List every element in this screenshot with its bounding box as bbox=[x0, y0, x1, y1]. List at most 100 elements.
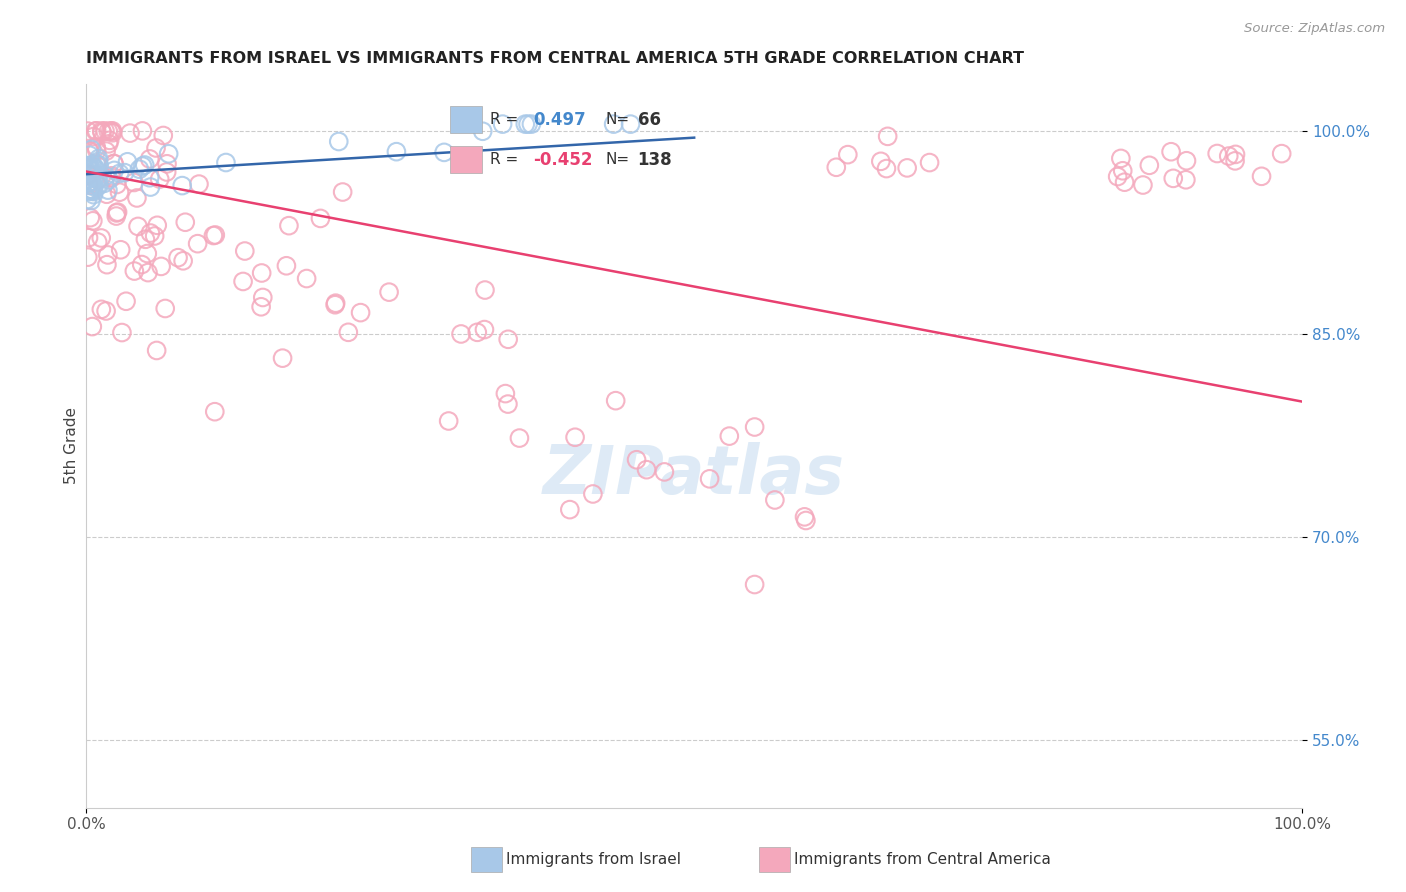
Point bbox=[619, 117, 641, 131]
Point bbox=[90, 302, 112, 317]
Point bbox=[105, 209, 128, 223]
Point bbox=[465, 326, 488, 340]
Point bbox=[136, 246, 159, 260]
Point bbox=[82, 158, 104, 172]
Point bbox=[94, 144, 117, 158]
Point bbox=[82, 214, 104, 228]
Point bbox=[918, 155, 941, 169]
Point bbox=[1223, 153, 1246, 168]
Point bbox=[150, 260, 173, 274]
Point bbox=[204, 227, 226, 242]
Point bbox=[84, 140, 107, 154]
Point bbox=[718, 429, 741, 443]
Point bbox=[474, 322, 496, 336]
Point bbox=[188, 177, 211, 191]
Point bbox=[332, 185, 354, 199]
Point bbox=[91, 126, 114, 140]
Point bbox=[1161, 171, 1184, 186]
Point bbox=[450, 326, 472, 341]
Point bbox=[605, 393, 627, 408]
Point bbox=[520, 117, 543, 131]
Point bbox=[763, 493, 786, 508]
Point bbox=[83, 185, 105, 199]
Point bbox=[94, 124, 117, 138]
Point bbox=[77, 168, 100, 182]
Point bbox=[295, 271, 318, 285]
Point bbox=[896, 161, 918, 175]
Point bbox=[87, 178, 110, 193]
Point bbox=[145, 343, 167, 358]
Point bbox=[837, 147, 859, 161]
Point bbox=[90, 124, 112, 138]
Point bbox=[118, 126, 141, 140]
Point bbox=[744, 420, 766, 434]
Point bbox=[97, 136, 120, 151]
Point bbox=[80, 182, 103, 196]
Point bbox=[1206, 146, 1229, 161]
Point bbox=[76, 159, 98, 173]
Point bbox=[250, 266, 273, 280]
Point bbox=[204, 405, 226, 419]
Point bbox=[80, 143, 103, 157]
Point bbox=[276, 259, 298, 273]
Point bbox=[97, 183, 120, 197]
Point bbox=[1160, 145, 1182, 159]
Point bbox=[98, 133, 121, 147]
Point bbox=[744, 577, 766, 591]
Point bbox=[309, 211, 332, 226]
Point bbox=[76, 193, 98, 207]
Point bbox=[79, 148, 101, 162]
Point bbox=[1112, 163, 1135, 178]
Point bbox=[139, 152, 162, 166]
Point bbox=[79, 160, 101, 174]
Point bbox=[146, 219, 169, 233]
Point bbox=[87, 152, 110, 166]
Point bbox=[134, 232, 156, 246]
Point bbox=[325, 296, 347, 310]
Point bbox=[76, 183, 98, 197]
Point bbox=[84, 168, 107, 182]
Point bbox=[1114, 175, 1136, 189]
Point bbox=[496, 397, 519, 411]
Point bbox=[869, 154, 891, 169]
Point bbox=[124, 264, 146, 278]
Point bbox=[250, 300, 273, 314]
Point bbox=[80, 161, 103, 176]
Point bbox=[1225, 147, 1247, 161]
Point bbox=[103, 163, 125, 178]
Point bbox=[80, 184, 103, 198]
Point bbox=[558, 502, 581, 516]
Point bbox=[100, 169, 122, 183]
Point bbox=[349, 305, 371, 319]
Point bbox=[139, 226, 162, 240]
Point bbox=[77, 176, 100, 190]
Point bbox=[96, 187, 118, 202]
Point bbox=[626, 452, 648, 467]
Point bbox=[1175, 153, 1198, 168]
Point bbox=[156, 157, 179, 171]
Point bbox=[517, 117, 540, 131]
Point bbox=[145, 141, 167, 155]
Point bbox=[378, 285, 401, 300]
Text: IMMIGRANTS FROM ISRAEL VS IMMIGRANTS FROM CENTRAL AMERICA 5TH GRADE CORRELATION : IMMIGRANTS FROM ISRAEL VS IMMIGRANTS FRO… bbox=[86, 51, 1024, 66]
Point bbox=[215, 155, 238, 169]
Point bbox=[83, 187, 105, 202]
Point bbox=[232, 275, 254, 289]
Point bbox=[876, 129, 898, 144]
Point bbox=[699, 472, 721, 486]
Point bbox=[87, 173, 110, 187]
Point bbox=[108, 166, 131, 180]
Point bbox=[93, 176, 115, 190]
Point bbox=[122, 176, 145, 190]
Point bbox=[89, 158, 111, 172]
Point bbox=[82, 174, 104, 188]
Point bbox=[114, 166, 136, 180]
Point bbox=[108, 185, 131, 199]
Point bbox=[515, 117, 537, 131]
Point bbox=[79, 182, 101, 196]
Point bbox=[83, 129, 105, 144]
Point bbox=[494, 386, 516, 401]
Point bbox=[582, 487, 605, 501]
Point bbox=[131, 124, 153, 138]
Point bbox=[80, 169, 103, 183]
